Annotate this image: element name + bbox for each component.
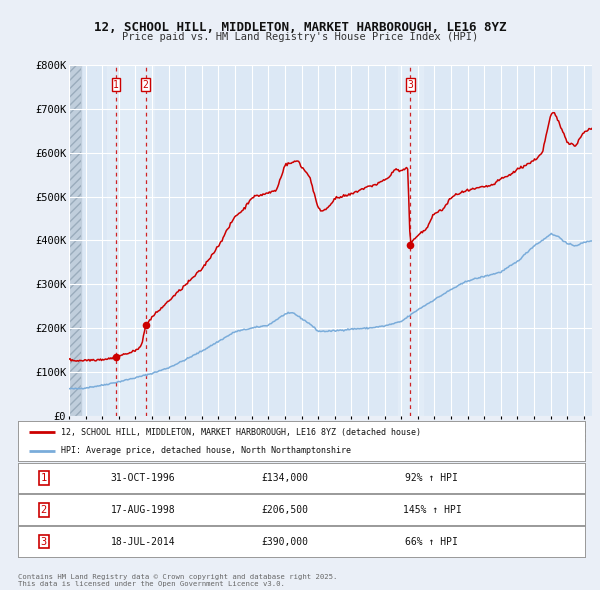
Text: 12, SCHOOL HILL, MIDDLETON, MARKET HARBOROUGH, LE16 8YZ: 12, SCHOOL HILL, MIDDLETON, MARKET HARBO… [94,21,506,34]
Text: 12, SCHOOL HILL, MIDDLETON, MARKET HARBOROUGH, LE16 8YZ (detached house): 12, SCHOOL HILL, MIDDLETON, MARKET HARBO… [61,428,421,437]
Text: 1: 1 [113,80,119,90]
Text: 66% ↑ HPI: 66% ↑ HPI [406,537,458,546]
Text: 3: 3 [40,537,47,546]
Text: 17-AUG-1998: 17-AUG-1998 [110,505,175,514]
Bar [69,65,82,416]
Text: 3: 3 [407,80,413,90]
Text: Contains HM Land Registry data © Crown copyright and database right 2025.
This d: Contains HM Land Registry data © Crown c… [18,574,337,587]
Bar [69,65,82,416]
Text: 18-JUL-2014: 18-JUL-2014 [110,537,175,546]
Bar [398,65,423,416]
Text: £390,000: £390,000 [261,537,308,546]
Text: 2: 2 [40,505,47,514]
Text: £134,000: £134,000 [261,473,308,483]
Bar [107,65,154,416]
Text: 31-OCT-1996: 31-OCT-1996 [110,473,175,483]
Text: 145% ↑ HPI: 145% ↑ HPI [403,505,461,514]
Text: HPI: Average price, detached house, North Northamptonshire: HPI: Average price, detached house, Nort… [61,446,350,455]
Text: 2: 2 [143,80,149,90]
Text: Price paid vs. HM Land Registry's House Price Index (HPI): Price paid vs. HM Land Registry's House … [122,32,478,42]
Text: 1: 1 [40,473,47,483]
Text: £206,500: £206,500 [261,505,308,514]
Text: 92% ↑ HPI: 92% ↑ HPI [406,473,458,483]
